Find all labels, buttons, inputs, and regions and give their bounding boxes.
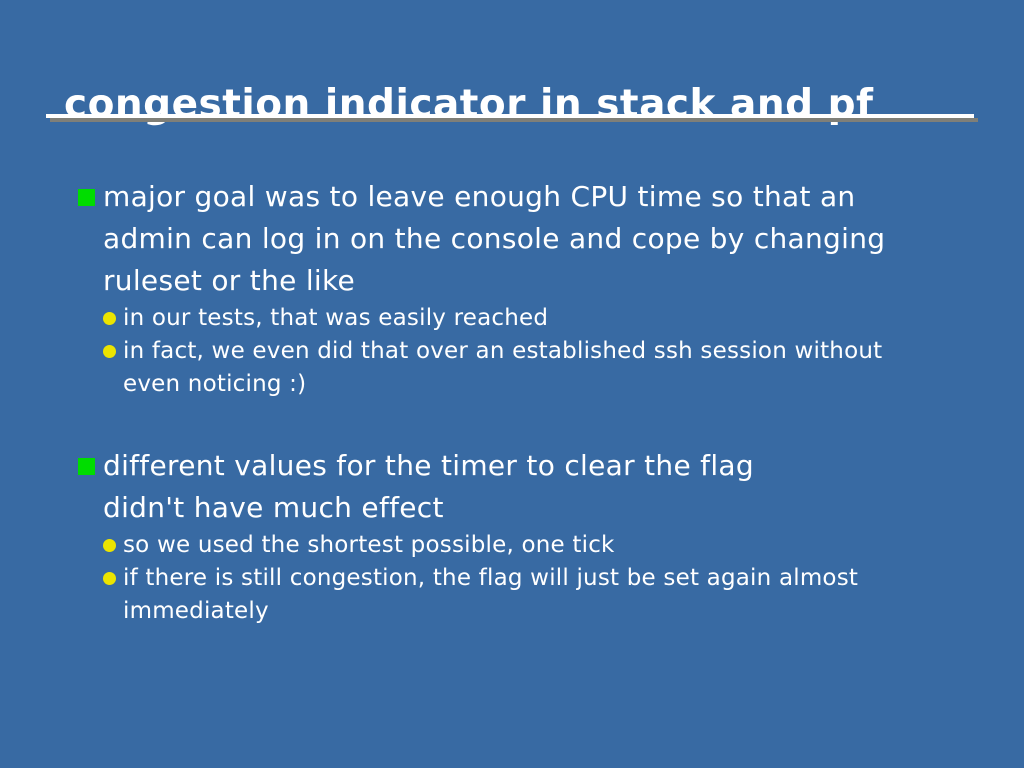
bullet-text: major goal was to leave enough CPU time … <box>103 180 886 297</box>
bullet-text: so we used the shortest possible, one ti… <box>123 532 615 558</box>
list-item: major goal was to leave enough CPU time … <box>0 176 1024 302</box>
list-item: in fact, we even did that over an establ… <box>0 335 1024 401</box>
bullet-text: different values for the timer to clear … <box>103 449 754 524</box>
list-item: so we used the shortest possible, one ti… <box>0 529 1024 562</box>
yellow-dot-bullet-icon <box>103 539 116 552</box>
yellow-dot-bullet-icon <box>103 572 116 585</box>
yellow-dot-bullet-icon <box>103 312 116 325</box>
title-underline-shadow <box>50 118 978 122</box>
title-underline <box>46 114 974 118</box>
bullet-text: in fact, we even did that over an establ… <box>123 338 883 397</box>
green-square-bullet-icon <box>78 189 95 206</box>
green-square-bullet-icon <box>78 458 95 475</box>
list-item: in our tests, that was easily reached <box>0 302 1024 335</box>
bullet-text: if there is still congestion, the flag w… <box>123 565 859 624</box>
yellow-dot-bullet-icon <box>103 345 116 358</box>
list-item: different values for the timer to clear … <box>0 445 1024 529</box>
list-item: if there is still congestion, the flag w… <box>0 562 1024 628</box>
bullet-text: in our tests, that was easily reached <box>123 305 549 331</box>
bullet-list: major goal was to leave enough CPU time … <box>0 176 1024 628</box>
